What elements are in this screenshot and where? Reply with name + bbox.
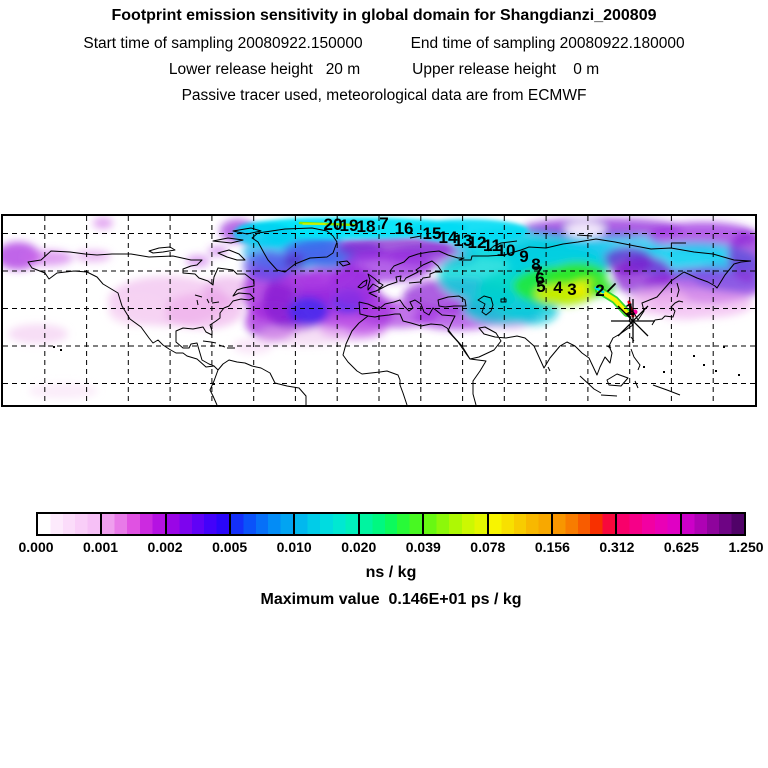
trajectory-label-6: 6 [535, 269, 544, 288]
colorbar-tick-1.250: 1.250 [728, 539, 764, 555]
colorbar-tick-0.156: 0.156 [534, 539, 570, 555]
colorbar-segment-2 [166, 514, 232, 534]
release-site-marker [611, 299, 655, 343]
colorbar-segment-6 [424, 514, 489, 534]
end-time-text: End time of sampling 20080922.180000 [410, 35, 685, 52]
trajectory-label-8: 8 [531, 255, 540, 274]
tracer-line: Passive tracer used, meteorological data… [0, 87, 768, 105]
max-value-line: Maximum value 0.146E+01 ps / kg [260, 591, 522, 608]
island-dots [53, 346, 740, 385]
trajectory-label-11: 11 [483, 236, 501, 255]
trajectory-label-9: 9 [519, 247, 528, 266]
trajectory-label-5: 5 [536, 277, 545, 296]
colorbar-tick-0.002: 0.002 [147, 539, 183, 555]
colorbar-tick-0.000: 0.000 [18, 539, 54, 555]
world-map-panel: 20 19 18 7 16 15 14 13 12 11 10 9 8 7 6 5 4 3 2 1 [0, 214, 768, 407]
trajectory-label-2: 2 [595, 281, 604, 300]
colorbar-segment-7 [488, 514, 553, 534]
colorbar-segment-9 [617, 514, 682, 534]
trajectory-label-14: 14 [439, 228, 458, 247]
coastlines [27, 227, 752, 406]
trajectory-path [298, 221, 638, 318]
tracer-text: Passive tracer used, meteorological data… [181, 87, 587, 104]
trajectory-label-3: 3 [567, 280, 576, 299]
trajectory-label-7: 7 [379, 216, 388, 233]
colorbar-tick-0.020: 0.020 [341, 539, 377, 555]
trajectory-label-15: 15 [423, 224, 442, 243]
trajectory-label-16: 16 [395, 219, 414, 238]
sampling-times-line: Start time of sampling 20080922.150000 E… [0, 35, 768, 53]
lower-release-text: Lower release height 20 m [168, 61, 361, 78]
trajectory-label-4: 4 [553, 278, 563, 297]
trajectory-label-7: 7 [533, 263, 542, 282]
upper-release-text: Upper release height 0 m [412, 61, 600, 78]
colorbar-segment-0 [38, 514, 103, 534]
trajectory-label-1: 1 [625, 300, 634, 319]
colorbar-tick-0.312: 0.312 [599, 539, 635, 555]
colorbar-tick-0.010: 0.010 [276, 539, 312, 555]
colorbar-segment-4 [295, 514, 360, 534]
colorbar-segment-10 [681, 514, 744, 534]
colorbar-tick-0.078: 0.078 [470, 539, 506, 555]
page-title: Footprint emission sensitivity in global… [111, 7, 657, 24]
colorbar-tick-0.625: 0.625 [663, 539, 699, 555]
colorbar-tick-0.039: 0.039 [405, 539, 441, 555]
colorbar-segment-3 [231, 514, 296, 534]
colorbar-tick-0.005: 0.005 [212, 539, 248, 555]
trajectory-label-13: 13 [454, 231, 473, 250]
start-time-text: Start time of sampling 20080922.150000 [83, 35, 363, 52]
release-heights-line: Lower release height 20 m Upper release … [0, 61, 768, 79]
colorbar [36, 512, 746, 536]
colorbar-unit: ns / kg [365, 564, 417, 581]
colorbar-segment-5 [359, 514, 425, 534]
trajectory-label-19: 19 [340, 216, 359, 235]
trajectory-label-10: 10 [497, 241, 516, 260]
trajectory-label-12: 12 [468, 233, 487, 252]
colorbar-tick-0.001: 0.001 [83, 539, 119, 555]
trajectory-label-20: 20 [324, 216, 343, 234]
trajectory-label-18: 18 [357, 217, 376, 236]
colorbar-segment-1 [102, 514, 167, 534]
colorbar-segment-8 [552, 514, 618, 534]
